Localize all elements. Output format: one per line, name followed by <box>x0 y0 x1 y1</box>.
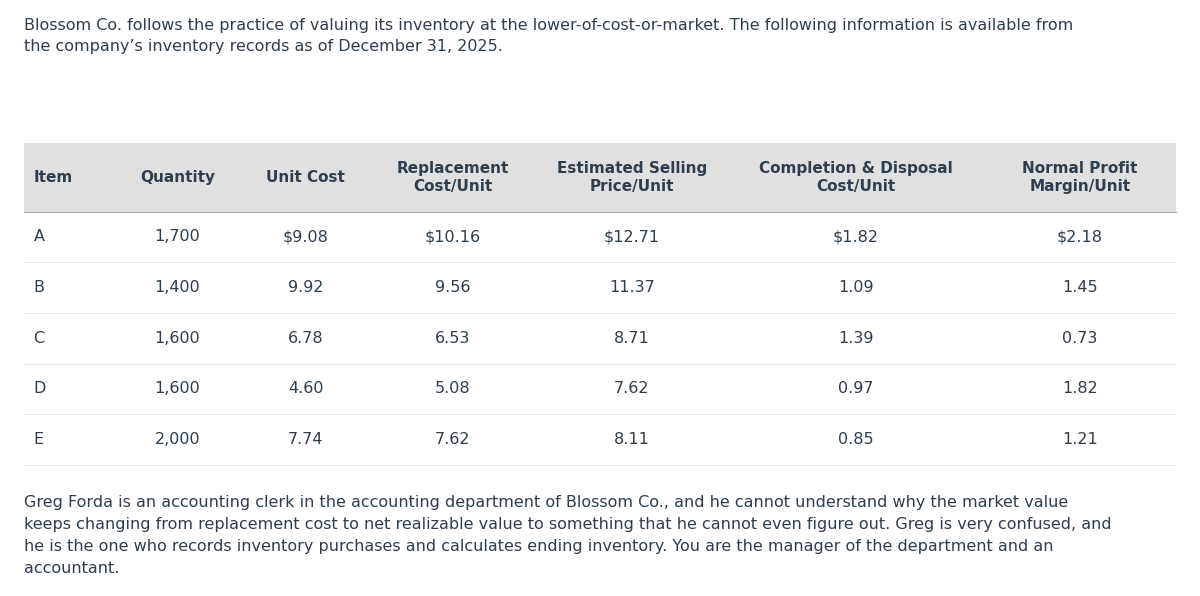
Text: Replacement
Cost/Unit: Replacement Cost/Unit <box>397 160 509 194</box>
Bar <box>24 262 1176 313</box>
Text: 1.39: 1.39 <box>839 331 874 346</box>
Text: Item: Item <box>34 170 73 185</box>
Text: 0.85: 0.85 <box>838 432 874 447</box>
Bar <box>24 313 1176 364</box>
Text: Greg Forda is an accounting clerk in the accounting department of Blossom Co., a: Greg Forda is an accounting clerk in the… <box>24 495 1111 576</box>
Text: $10.16: $10.16 <box>425 229 481 244</box>
Text: Completion & Disposal
Cost/Unit: Completion & Disposal Cost/Unit <box>760 160 953 194</box>
Text: 7.62: 7.62 <box>436 432 470 447</box>
Text: 1.21: 1.21 <box>1062 432 1098 447</box>
Text: Blossom Co. follows the practice of valuing its inventory at the lower-of-cost-o: Blossom Co. follows the practice of valu… <box>24 18 1073 54</box>
Text: A: A <box>34 229 44 244</box>
Bar <box>24 143 1176 212</box>
Bar <box>24 364 1176 414</box>
Text: 2,000: 2,000 <box>155 432 200 447</box>
Text: B: B <box>34 280 44 295</box>
Text: 1,400: 1,400 <box>155 280 200 295</box>
Text: C: C <box>34 331 44 346</box>
Text: E: E <box>34 432 43 447</box>
Text: 5.08: 5.08 <box>434 381 470 396</box>
Text: 6.53: 6.53 <box>436 331 470 346</box>
Text: Normal Profit
Margin/Unit: Normal Profit Margin/Unit <box>1022 160 1138 194</box>
Text: 1.82: 1.82 <box>1062 381 1098 396</box>
Text: Quantity: Quantity <box>140 170 215 185</box>
Text: 1,600: 1,600 <box>155 381 200 396</box>
Text: $9.08: $9.08 <box>283 229 329 244</box>
Text: 6.78: 6.78 <box>288 331 324 346</box>
Text: $2.18: $2.18 <box>1057 229 1103 244</box>
Text: 1,600: 1,600 <box>155 331 200 346</box>
Text: 1.45: 1.45 <box>1062 280 1098 295</box>
Text: $12.71: $12.71 <box>604 229 660 244</box>
Text: 1,700: 1,700 <box>155 229 200 244</box>
Text: 0.97: 0.97 <box>839 381 874 396</box>
Text: 9.56: 9.56 <box>436 280 470 295</box>
Text: Estimated Selling
Price/Unit: Estimated Selling Price/Unit <box>557 160 707 194</box>
Text: Unit Cost: Unit Cost <box>266 170 346 185</box>
Text: 7.62: 7.62 <box>614 381 649 396</box>
Text: $1.82: $1.82 <box>833 229 878 244</box>
Text: D: D <box>34 381 46 396</box>
Text: 8.11: 8.11 <box>614 432 650 447</box>
Text: 1.09: 1.09 <box>838 280 874 295</box>
Text: 9.92: 9.92 <box>288 280 323 295</box>
Text: 4.60: 4.60 <box>288 381 323 396</box>
Text: 0.73: 0.73 <box>1062 331 1098 346</box>
Text: 11.37: 11.37 <box>610 280 655 295</box>
Text: 7.74: 7.74 <box>288 432 323 447</box>
Bar <box>24 414 1176 465</box>
Text: 8.71: 8.71 <box>614 331 650 346</box>
Bar <box>24 212 1176 262</box>
